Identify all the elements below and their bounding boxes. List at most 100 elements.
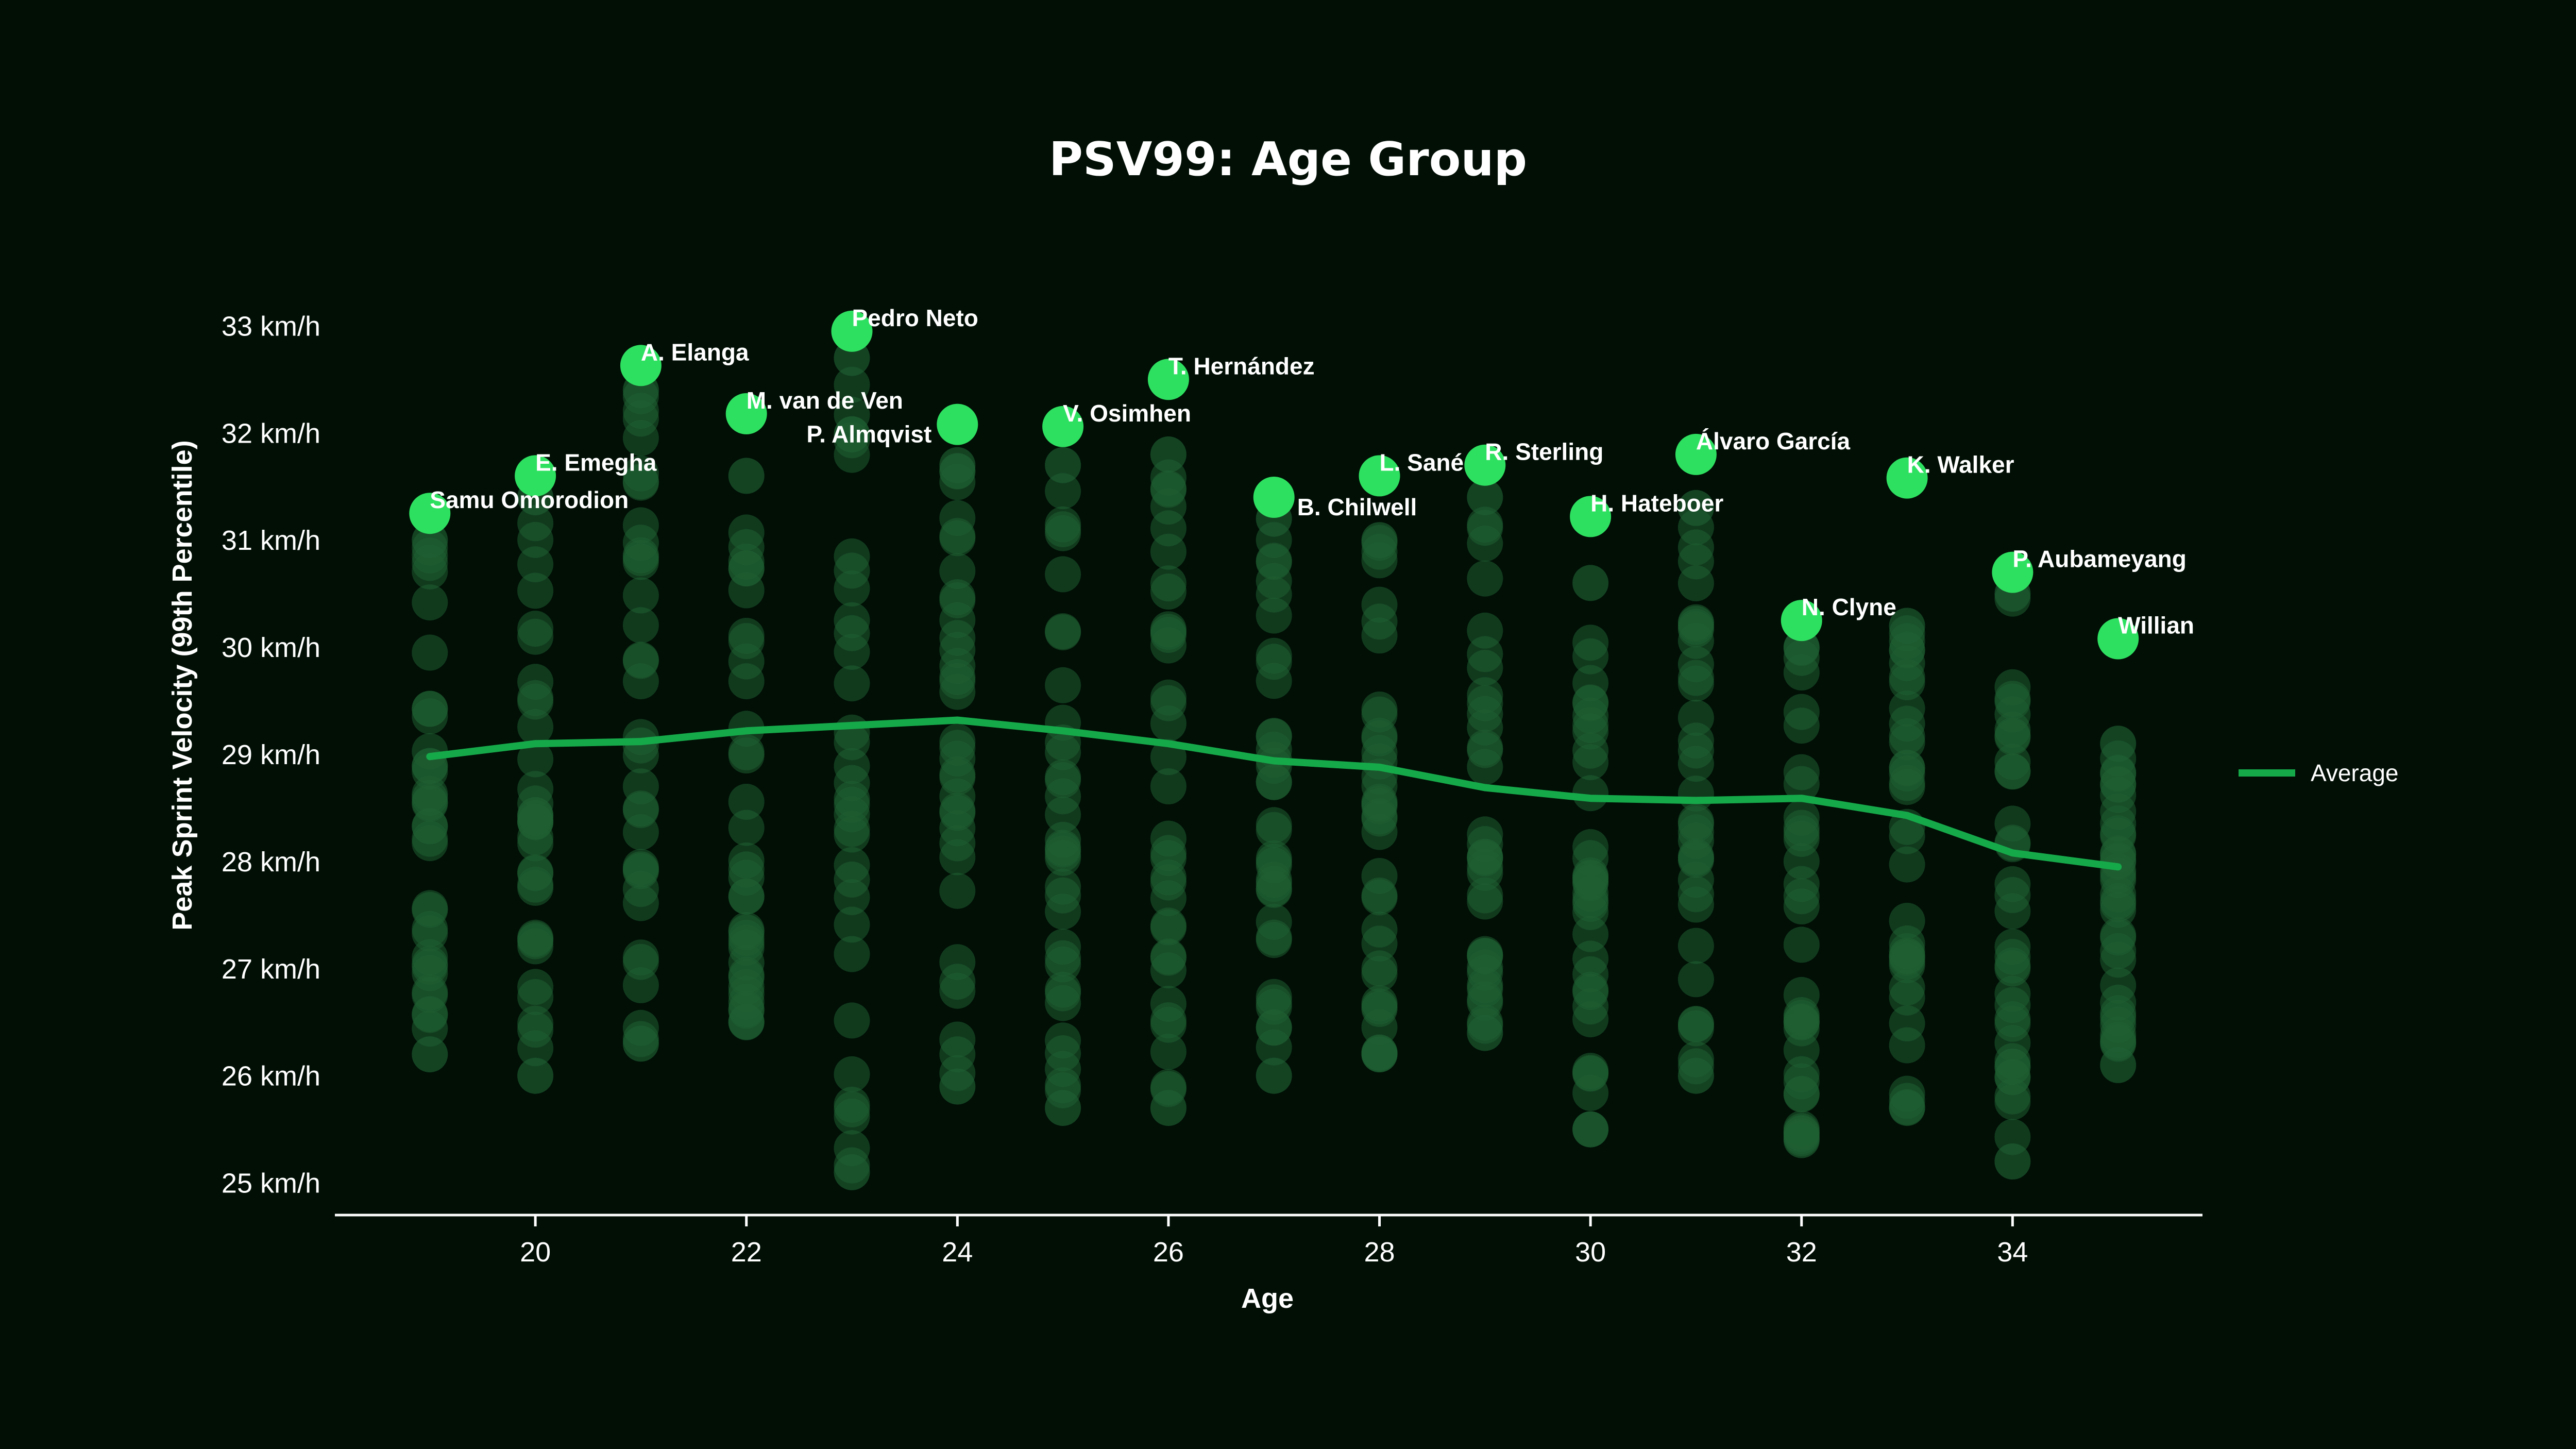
background-point <box>1150 768 1187 804</box>
background-point <box>939 872 976 909</box>
highlighted-point-label: Samu Omorodion <box>430 486 629 513</box>
background-point <box>1150 1033 1187 1070</box>
background-point <box>622 851 659 888</box>
background-point <box>834 1056 870 1092</box>
background-point <box>1361 950 1398 987</box>
background-point <box>939 778 976 815</box>
background-point <box>1256 1057 1292 1094</box>
highlighted-point-label: M. van de Ven <box>747 387 903 414</box>
highlighted-point-label: Willian <box>2118 612 2194 639</box>
background-point <box>412 584 448 621</box>
background-point <box>1256 1029 1292 1066</box>
background-point <box>1256 922 1292 958</box>
background-point <box>1889 846 1925 883</box>
highlighted-point <box>1464 444 1506 486</box>
background-point <box>622 642 659 678</box>
background-point <box>412 891 448 928</box>
background-point <box>2100 766 2137 802</box>
highlighted-point <box>831 310 873 352</box>
background-point <box>834 906 870 943</box>
background-point <box>1889 690 1925 727</box>
background-point <box>517 618 554 655</box>
background-point <box>2100 984 2137 1021</box>
background-point <box>412 820 448 857</box>
highlighted-point-label: P. Aubameyang <box>2012 546 2186 572</box>
background-point <box>1677 490 1714 526</box>
background-point <box>1467 1015 1503 1051</box>
highlighted-point-label: V. Osimhen <box>1063 400 1191 427</box>
x-tick-label: 32 <box>1786 1237 1817 1268</box>
highlighted-point <box>937 403 978 445</box>
background-point <box>728 458 765 494</box>
background-point <box>1572 565 1609 601</box>
highlighted-point-label: P. Almqvist <box>806 421 931 448</box>
highlighted-point <box>725 393 767 434</box>
x-tick-label: 26 <box>1153 1237 1184 1268</box>
background-point <box>2100 815 2137 852</box>
background-point <box>412 690 448 727</box>
background-point <box>1361 879 1398 916</box>
background-point <box>1572 697 1609 734</box>
y-tick-label: 33 km/h <box>222 311 320 342</box>
background-point <box>517 505 554 542</box>
background-point <box>622 456 659 492</box>
x-tick-label: 22 <box>731 1237 762 1268</box>
y-tick-label: 27 km/h <box>222 954 320 985</box>
background-point <box>1994 753 2031 789</box>
background-point <box>622 719 659 755</box>
highlighted-point <box>1042 406 1084 447</box>
background-point <box>2100 726 2137 762</box>
background-point <box>1783 754 1820 790</box>
background-point <box>517 869 554 906</box>
background-point <box>1994 987 2031 1023</box>
background-point <box>834 665 870 702</box>
background-point <box>1994 1084 2031 1120</box>
background-point <box>412 634 448 671</box>
highlighted-point <box>1253 477 1295 518</box>
background-point <box>1045 1090 1081 1126</box>
background-point <box>1783 1122 1820 1158</box>
background-point <box>728 810 765 846</box>
background-point <box>1045 613 1081 649</box>
background-point <box>412 1036 448 1073</box>
background-point <box>1889 969 1925 1006</box>
background-point <box>412 949 448 985</box>
highlighted-point-label: B. Chilwell <box>1297 494 1417 520</box>
highlighted-point-label: T. Hernández <box>1168 352 1315 379</box>
average-line-group <box>426 716 2122 871</box>
highlighted-point-label: N. Clyne <box>1802 594 1896 620</box>
background-point <box>517 928 554 965</box>
background-point <box>2100 1047 2137 1083</box>
background-point <box>1677 565 1714 601</box>
background-point <box>622 1025 659 1062</box>
background-point <box>939 447 976 483</box>
background-point <box>1994 950 2031 987</box>
background-point <box>1783 878 1820 915</box>
background-point <box>1361 717 1398 754</box>
background-point <box>1150 574 1187 610</box>
background-point <box>1677 928 1714 964</box>
background-point <box>517 683 554 720</box>
background-point <box>1467 839 1503 875</box>
background-point <box>1361 1036 1398 1073</box>
background-point <box>1889 765 1925 801</box>
background-point <box>939 582 976 618</box>
background-point <box>1677 665 1714 702</box>
background-point <box>834 1002 870 1039</box>
highlighted-labels: Samu Omorodion E. Emegha A. Elanga M. van d… <box>430 305 2194 639</box>
background-point <box>1467 479 1503 515</box>
background-point <box>1045 556 1081 593</box>
background-point <box>622 790 659 827</box>
background-point <box>1467 954 1503 991</box>
background-point <box>622 885 659 921</box>
x-axis-ticks: 20 22 24 26 28 30 32 34 <box>520 1215 2028 1268</box>
background-point <box>939 944 976 981</box>
background-point <box>1467 732 1503 768</box>
background-point <box>1783 694 1820 730</box>
background-point <box>1150 909 1187 946</box>
x-tick-label: 34 <box>1997 1237 2028 1268</box>
background-point <box>1677 1057 1714 1094</box>
highlighted-point <box>1675 433 1717 475</box>
background-point <box>1150 1090 1187 1126</box>
background-point <box>939 520 976 557</box>
